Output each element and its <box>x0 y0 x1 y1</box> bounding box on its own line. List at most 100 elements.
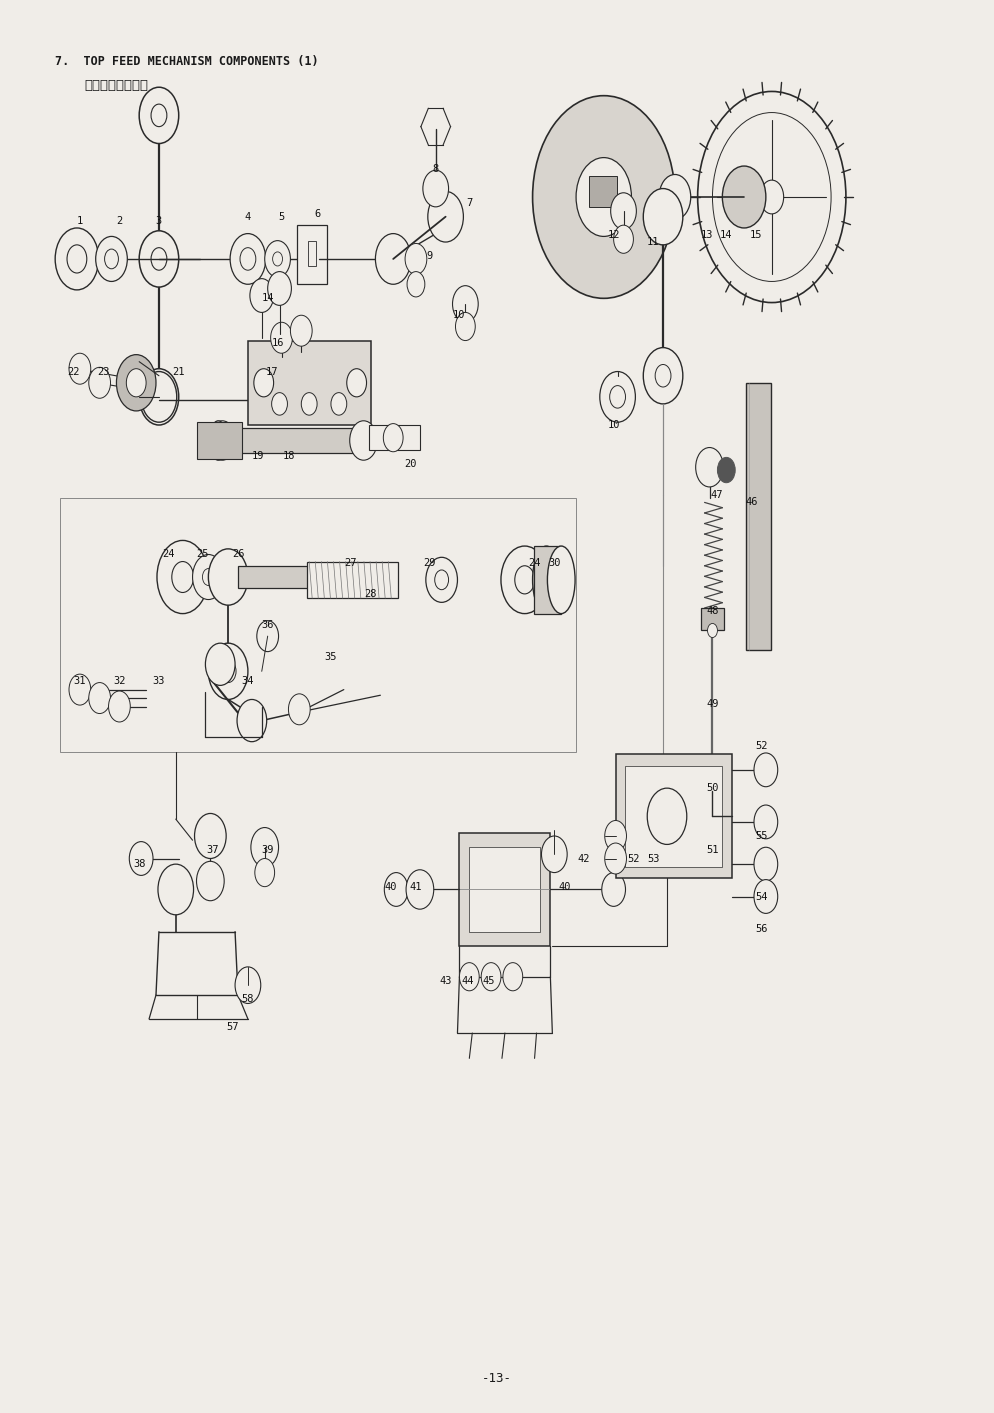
Circle shape <box>434 569 448 589</box>
Circle shape <box>139 369 179 425</box>
Text: 9: 9 <box>426 252 433 261</box>
Text: 33: 33 <box>153 677 165 687</box>
Circle shape <box>754 805 777 839</box>
Circle shape <box>237 699 266 742</box>
Circle shape <box>249 278 273 312</box>
Circle shape <box>455 312 475 341</box>
Circle shape <box>264 240 290 277</box>
Circle shape <box>193 554 225 599</box>
Text: 12: 12 <box>607 230 620 240</box>
Ellipse shape <box>533 545 561 613</box>
Circle shape <box>659 174 691 219</box>
Bar <box>223 428 366 454</box>
Text: 20: 20 <box>404 459 416 469</box>
Text: 28: 28 <box>364 589 377 599</box>
Circle shape <box>157 540 209 613</box>
Circle shape <box>270 322 292 353</box>
Circle shape <box>754 848 777 882</box>
Bar <box>459 834 551 945</box>
Text: 17: 17 <box>265 366 278 376</box>
Text: 30: 30 <box>548 558 561 568</box>
Circle shape <box>604 844 626 875</box>
Text: 26: 26 <box>232 550 245 560</box>
Circle shape <box>577 158 631 236</box>
Circle shape <box>384 424 404 452</box>
Circle shape <box>408 271 424 297</box>
Text: 24: 24 <box>528 558 541 568</box>
Text: 40: 40 <box>384 882 397 892</box>
Text: 47: 47 <box>710 490 723 500</box>
Circle shape <box>723 167 765 227</box>
Bar <box>615 755 733 879</box>
Circle shape <box>459 962 479 991</box>
Text: 38: 38 <box>133 859 145 869</box>
Text: 23: 23 <box>97 366 110 376</box>
Text: 52: 52 <box>755 740 768 750</box>
Text: 5: 5 <box>278 212 284 222</box>
Text: 13: 13 <box>701 230 713 240</box>
Circle shape <box>95 236 127 281</box>
Text: 58: 58 <box>242 995 254 1005</box>
Text: 46: 46 <box>746 497 758 507</box>
Circle shape <box>250 828 278 868</box>
Circle shape <box>271 393 287 415</box>
Circle shape <box>427 191 463 242</box>
Bar <box>297 225 327 284</box>
Circle shape <box>69 353 90 384</box>
Text: 49: 49 <box>706 698 719 709</box>
Circle shape <box>599 372 635 422</box>
Circle shape <box>55 227 98 290</box>
Circle shape <box>301 393 317 415</box>
Circle shape <box>231 233 265 284</box>
Circle shape <box>69 674 90 705</box>
Bar <box>625 766 723 868</box>
Circle shape <box>290 315 312 346</box>
Text: 2: 2 <box>116 216 122 226</box>
Circle shape <box>139 230 179 287</box>
Circle shape <box>129 842 153 876</box>
Circle shape <box>139 88 179 144</box>
Circle shape <box>708 623 718 637</box>
Text: 31: 31 <box>74 677 86 687</box>
Circle shape <box>126 369 146 397</box>
Circle shape <box>515 565 535 593</box>
Circle shape <box>406 243 426 274</box>
Text: 24: 24 <box>163 550 175 560</box>
Circle shape <box>347 369 367 397</box>
Circle shape <box>501 545 549 613</box>
Circle shape <box>452 285 478 322</box>
Circle shape <box>696 448 724 487</box>
Ellipse shape <box>210 421 228 461</box>
Circle shape <box>203 568 215 585</box>
Text: 10: 10 <box>607 420 620 430</box>
Circle shape <box>425 557 457 602</box>
Circle shape <box>376 233 411 284</box>
Circle shape <box>604 821 626 852</box>
Text: 52: 52 <box>627 853 640 863</box>
Text: 35: 35 <box>325 653 337 663</box>
Text: 11: 11 <box>647 237 659 247</box>
Text: 7.  TOP FEED MECHANISM COMPONENTS (1): 7. TOP FEED MECHANISM COMPONENTS (1) <box>55 55 319 68</box>
Circle shape <box>151 247 167 270</box>
Text: 10: 10 <box>453 311 466 321</box>
Circle shape <box>172 561 194 592</box>
Ellipse shape <box>702 608 724 630</box>
Circle shape <box>206 643 235 685</box>
Bar <box>307 561 399 598</box>
Circle shape <box>254 859 274 886</box>
Bar <box>534 545 562 613</box>
Text: 29: 29 <box>423 558 436 568</box>
Text: 18: 18 <box>283 451 295 461</box>
Circle shape <box>713 113 831 281</box>
Text: 50: 50 <box>706 783 719 793</box>
Text: 上送り関係（１）: 上送り関係（１） <box>84 79 149 92</box>
Circle shape <box>698 92 846 302</box>
Text: 43: 43 <box>439 976 452 986</box>
Circle shape <box>288 694 310 725</box>
Text: 7: 7 <box>466 198 472 208</box>
Circle shape <box>197 862 225 900</box>
Bar <box>588 175 616 206</box>
Circle shape <box>195 814 227 859</box>
Circle shape <box>88 367 110 398</box>
Circle shape <box>151 386 167 408</box>
